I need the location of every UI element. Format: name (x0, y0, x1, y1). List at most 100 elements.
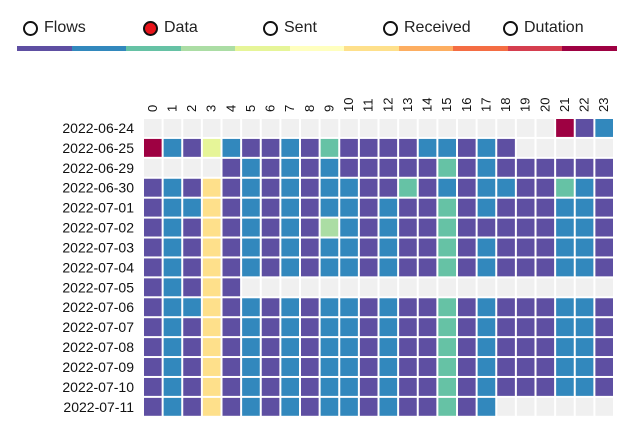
heatmap-cell[interactable] (144, 318, 162, 337)
heatmap-cell[interactable] (477, 318, 496, 337)
heatmap-cell[interactable] (438, 258, 456, 277)
heatmap-cell[interactable] (399, 158, 417, 177)
heatmap-cell[interactable] (261, 338, 280, 357)
heatmap-cell[interactable] (477, 397, 496, 416)
heatmap-cell[interactable] (575, 198, 594, 217)
heatmap-cell[interactable] (497, 278, 515, 297)
heatmap-cell[interactable] (536, 258, 555, 277)
heatmap-cell[interactable] (536, 358, 555, 376)
heatmap-cell[interactable] (379, 278, 398, 297)
heatmap-cell[interactable] (359, 278, 378, 297)
heatmap-cell[interactable] (516, 119, 535, 137)
heatmap-cell[interactable] (497, 198, 515, 217)
heatmap-cell[interactable] (144, 338, 162, 357)
heatmap-cell[interactable] (340, 397, 358, 416)
heatmap-cell[interactable] (497, 258, 515, 277)
heatmap-cell[interactable] (359, 198, 378, 217)
heatmap-cell[interactable] (399, 318, 417, 337)
heatmap-cell[interactable] (359, 377, 378, 396)
heatmap-cell[interactable] (281, 198, 299, 217)
radio-circle-flows[interactable] (23, 20, 38, 36)
heatmap-cell[interactable] (281, 258, 299, 277)
heatmap-cell[interactable] (458, 298, 476, 317)
heatmap-cell[interactable] (379, 397, 398, 416)
heatmap-cell[interactable] (556, 198, 574, 217)
heatmap-cell[interactable] (399, 278, 417, 297)
heatmap-cell[interactable] (477, 218, 496, 237)
heatmap-cell[interactable] (340, 258, 358, 277)
heatmap-cell[interactable] (301, 278, 319, 297)
heatmap-cell[interactable] (261, 119, 280, 137)
heatmap-cell[interactable] (242, 218, 260, 237)
heatmap-cell[interactable] (418, 238, 437, 257)
heatmap-cell[interactable] (399, 358, 417, 376)
heatmap-cell[interactable] (516, 218, 535, 237)
heatmap-cell[interactable] (497, 298, 515, 317)
heatmap-cell[interactable] (595, 318, 613, 337)
heatmap-cell[interactable] (458, 218, 476, 237)
heatmap-cell[interactable] (163, 298, 182, 317)
heatmap-cell[interactable] (242, 238, 260, 257)
heatmap-cell[interactable] (379, 158, 398, 177)
heatmap-cell[interactable] (261, 318, 280, 337)
heatmap-cell[interactable] (320, 258, 339, 277)
heatmap-cell[interactable] (438, 377, 456, 396)
heatmap-cell[interactable] (340, 298, 358, 317)
heatmap-cell[interactable] (516, 377, 535, 396)
heatmap-cell[interactable] (575, 178, 594, 197)
heatmap-cell[interactable] (556, 278, 574, 297)
heatmap-cell[interactable] (477, 178, 496, 197)
heatmap-cell[interactable] (320, 178, 339, 197)
heatmap-cell[interactable] (144, 178, 162, 197)
heatmap-cell[interactable] (399, 377, 417, 396)
heatmap-cell[interactable] (340, 238, 358, 257)
heatmap-cell[interactable] (144, 218, 162, 237)
heatmap-cell[interactable] (556, 138, 574, 157)
heatmap-cell[interactable] (242, 397, 260, 416)
heatmap-cell[interactable] (556, 397, 574, 416)
heatmap-cell[interactable] (340, 158, 358, 177)
heatmap-cell[interactable] (536, 377, 555, 396)
heatmap-cell[interactable] (497, 238, 515, 257)
heatmap-cell[interactable] (163, 318, 182, 337)
heatmap-cell[interactable] (320, 119, 339, 137)
heatmap-cell[interactable] (399, 119, 417, 137)
heatmap-cell[interactable] (359, 298, 378, 317)
heatmap-cell[interactable] (379, 238, 398, 257)
heatmap-cell[interactable] (359, 358, 378, 376)
heatmap-cell[interactable] (183, 138, 201, 157)
heatmap-cell[interactable] (222, 377, 241, 396)
heatmap-cell[interactable] (320, 377, 339, 396)
heatmap-cell[interactable] (497, 397, 515, 416)
heatmap-cell[interactable] (556, 238, 574, 257)
heatmap-cell[interactable] (379, 198, 398, 217)
heatmap-cell[interactable] (163, 338, 182, 357)
heatmap-cell[interactable] (183, 218, 201, 237)
heatmap-cell[interactable] (261, 198, 280, 217)
heatmap-cell[interactable] (281, 119, 299, 137)
heatmap-cell[interactable] (556, 258, 574, 277)
heatmap-cell[interactable] (458, 278, 476, 297)
heatmap-cell[interactable] (183, 278, 201, 297)
heatmap-cell[interactable] (379, 218, 398, 237)
heatmap-cell[interactable] (536, 397, 555, 416)
radio-dutation[interactable]: Dutation (503, 18, 584, 38)
radio-data[interactable]: Data (143, 18, 198, 38)
heatmap-cell[interactable] (163, 278, 182, 297)
heatmap-cell[interactable] (320, 298, 339, 317)
heatmap-cell[interactable] (418, 377, 437, 396)
heatmap-cell[interactable] (242, 377, 260, 396)
heatmap-cell[interactable] (359, 258, 378, 277)
heatmap-cell[interactable] (399, 138, 417, 157)
heatmap-cell[interactable] (595, 158, 613, 177)
heatmap-cell[interactable] (477, 138, 496, 157)
heatmap-cell[interactable] (261, 158, 280, 177)
heatmap-cell[interactable] (418, 397, 437, 416)
heatmap-cell[interactable] (359, 238, 378, 257)
heatmap-cell[interactable] (301, 338, 319, 357)
heatmap-cell[interactable] (281, 358, 299, 376)
heatmap-cell[interactable] (536, 298, 555, 317)
heatmap-cell[interactable] (340, 278, 358, 297)
heatmap-cell[interactable] (458, 358, 476, 376)
heatmap-cell[interactable] (163, 238, 182, 257)
